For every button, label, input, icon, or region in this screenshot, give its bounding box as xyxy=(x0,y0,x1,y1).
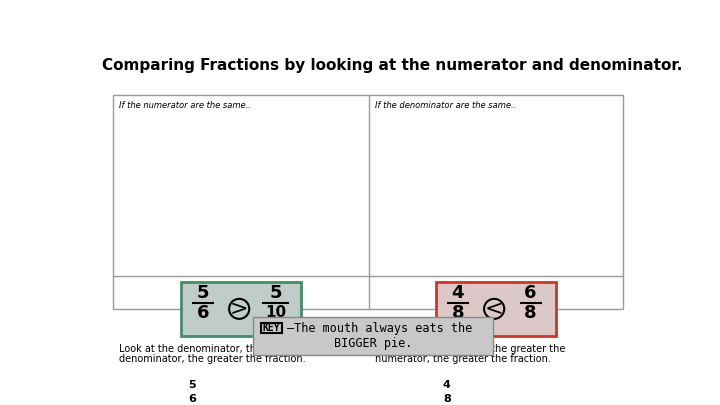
Text: If the numerator are the same..: If the numerator are the same.. xyxy=(120,101,251,110)
Text: 4: 4 xyxy=(443,380,451,390)
Text: 8: 8 xyxy=(524,304,537,322)
Text: 5: 5 xyxy=(269,284,282,302)
Text: >: > xyxy=(230,299,248,319)
Bar xyxy=(220,380,235,397)
Bar xyxy=(516,380,528,397)
Text: numerator, the greater the fraction.: numerator, the greater the fraction. xyxy=(375,354,551,364)
Bar xyxy=(204,380,220,397)
Bar xyxy=(265,380,281,397)
Text: KEY: KEY xyxy=(263,323,280,333)
Bar xyxy=(261,323,282,333)
Bar xyxy=(528,380,539,397)
Text: <: < xyxy=(485,299,503,319)
Text: 8: 8 xyxy=(451,304,464,322)
Text: denominator, the greater the fraction.: denominator, the greater the fraction. xyxy=(120,354,306,364)
Text: BIGGER pie.: BIGGER pie. xyxy=(333,337,412,350)
Text: If the denominator are the same..: If the denominator are the same.. xyxy=(375,101,516,110)
Bar xyxy=(113,95,624,309)
Text: 6: 6 xyxy=(188,394,196,404)
Text: 5: 5 xyxy=(197,284,209,302)
Text: Look at the denominator, the smaller the: Look at the denominator, the smaller the xyxy=(120,343,321,354)
Bar xyxy=(471,380,482,397)
Text: –The mouth always eats the: –The mouth always eats the xyxy=(287,322,472,335)
Bar xyxy=(181,282,301,336)
Text: 10: 10 xyxy=(265,305,286,320)
Text: 6: 6 xyxy=(524,284,537,302)
Text: Look at the numerator, the greater the: Look at the numerator, the greater the xyxy=(375,343,566,354)
Bar xyxy=(494,380,505,397)
Bar xyxy=(505,380,516,397)
Bar xyxy=(253,317,493,355)
Bar xyxy=(281,380,296,397)
Bar xyxy=(436,373,572,405)
Bar xyxy=(235,380,250,397)
Bar xyxy=(539,380,551,397)
Bar xyxy=(181,373,317,405)
Bar xyxy=(482,380,494,397)
Bar xyxy=(436,282,556,336)
Bar xyxy=(459,380,471,397)
Text: 5: 5 xyxy=(188,380,196,390)
Bar xyxy=(250,380,265,397)
Text: Comparing Fractions by looking at the numerator and denominator.: Comparing Fractions by looking at the nu… xyxy=(102,58,682,73)
Text: 4: 4 xyxy=(451,284,464,302)
Text: 6: 6 xyxy=(197,304,209,322)
Text: 8: 8 xyxy=(443,394,451,404)
